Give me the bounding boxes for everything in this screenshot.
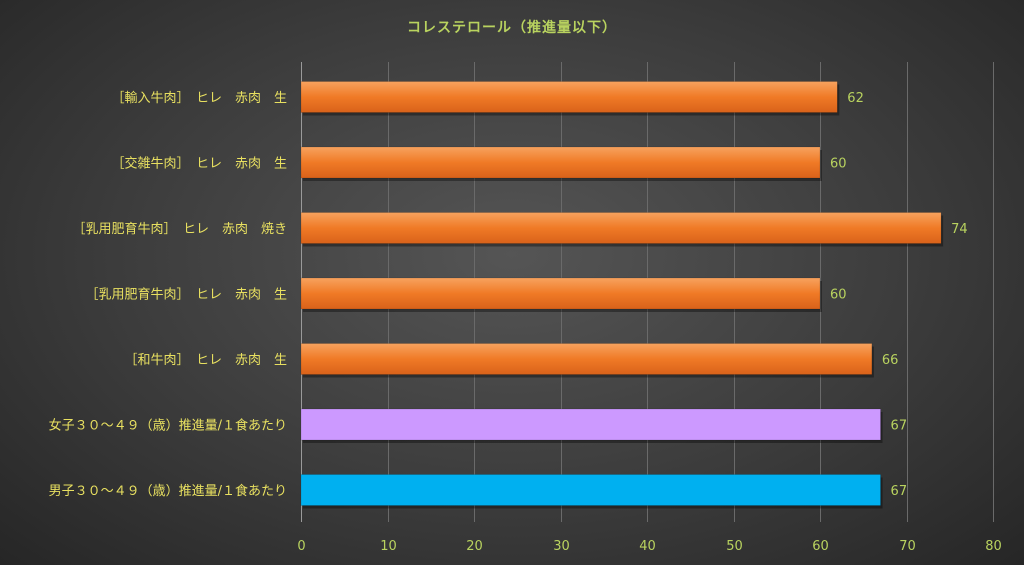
bar [300, 474, 881, 506]
category-label: ［乳用肥育牛肉］ ヒレ 赤肉 生 [85, 287, 287, 303]
category-label: ［交雑牛肉］ ヒレ 赤肉 生 [111, 156, 287, 172]
data-label: 74 [951, 222, 968, 237]
data-label: 67 [891, 484, 908, 499]
x-tick-label: 30 [553, 539, 570, 554]
bar [300, 343, 873, 375]
x-tick-label: 60 [812, 539, 829, 554]
label-layer: 0 10 20 30 40 50 60 70 80 ［輸入牛肉］ ヒレ 赤肉 生 62 ［交雑牛肉］ … [49, 91, 1002, 554]
x-tick-label: 70 [899, 539, 916, 554]
bar [300, 277, 821, 310]
bar [300, 212, 942, 244]
data-label: 62 [847, 91, 864, 106]
data-label: 60 [830, 157, 847, 172]
data-label: 66 [882, 353, 899, 368]
category-label: 女子３０～４９（歳）推進量/１食あたり [49, 418, 287, 434]
bar [300, 81, 838, 113]
category-label: ［和牛肉］ ヒレ 赤肉 生 [124, 353, 287, 368]
bar-layer [300, 81, 944, 509]
category-label: ［輸入牛肉］ ヒレ 赤肉 生 [111, 91, 287, 106]
category-label: 男子３０～４９（歳）推進量/１食あたり [49, 483, 287, 499]
category-label: ［乳用肥育牛肉］ ヒレ 赤肉 焼き [72, 221, 287, 237]
x-tick-label: 0 [297, 539, 305, 554]
x-tick-label: 40 [639, 539, 656, 554]
bar [300, 408, 881, 441]
bar [300, 146, 821, 179]
x-tick-label: 80 [985, 539, 1002, 554]
x-tick-label: 10 [380, 539, 397, 554]
x-tick-label: 50 [726, 539, 743, 554]
data-label: 67 [891, 419, 908, 434]
chart-title: コレステロール（推進量以下） [407, 19, 617, 36]
x-tick-label: 20 [466, 539, 483, 554]
data-label: 60 [830, 288, 847, 303]
